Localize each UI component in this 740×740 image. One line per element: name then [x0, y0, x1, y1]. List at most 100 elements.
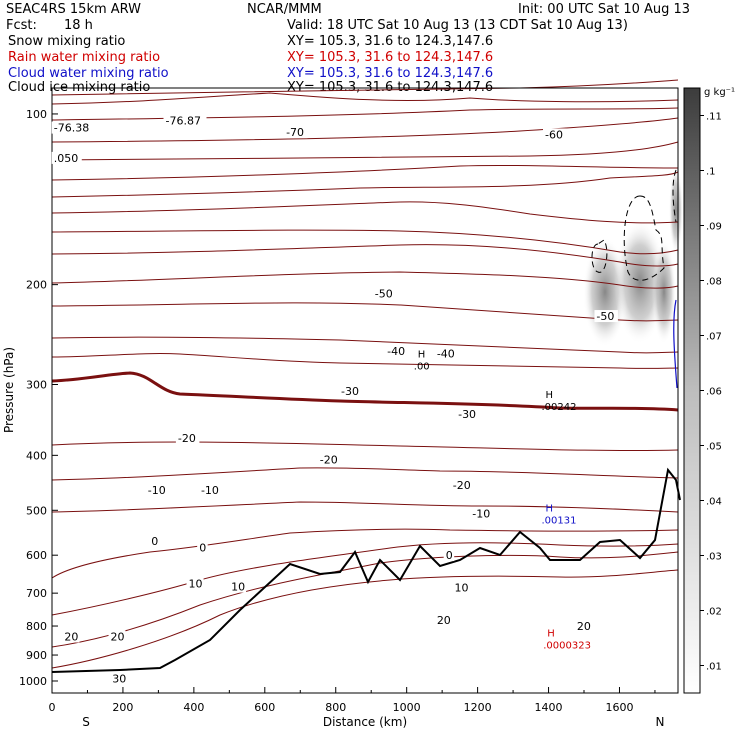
colorbar-tick-label: .01 — [706, 662, 722, 673]
x-tick-label: 1400 — [535, 701, 563, 714]
isotherm-label: 10 — [455, 581, 469, 594]
isotherm-label: -20 — [178, 432, 196, 445]
x-tick-label: 1000 — [393, 701, 421, 714]
colorbar-tick-label: .08 — [706, 277, 722, 288]
isotherm-label: -40 — [437, 348, 455, 361]
isotherm-label: -10 — [148, 484, 166, 497]
isotherm-label-bg — [284, 126, 308, 139]
field-xy-snow: XY= 105.3, 31.6 to 124.3,147.6 — [287, 34, 494, 49]
isotherm-label-bg — [110, 672, 128, 685]
y-tick-label: 400 — [26, 449, 47, 462]
x-tick-label: 0 — [49, 701, 56, 714]
isotherm-label-bg — [108, 630, 126, 643]
isotherm-label-bg — [62, 630, 80, 643]
isotherm-label-bg — [434, 613, 452, 626]
isotherm-labels: -76.38 .050 -76.87 -70 -60 -50 -50 -40 -40 -30 -30… — [51, 114, 618, 685]
colorbar-tick-label: .05 — [706, 442, 722, 453]
colorbar-tick-label: .04 — [706, 497, 722, 508]
plot-frame — [51, 87, 679, 694]
y-tick-label: 500 — [26, 504, 47, 517]
y-axis-ticks: 100 200 300 400 500 600 700 800 900 1000 — [19, 108, 58, 688]
isotherm-label-bg — [470, 507, 494, 520]
isotherm-label: 10 — [231, 581, 245, 594]
colorbar-tick-label: .09 — [706, 222, 722, 233]
end-label-right: N — [656, 715, 665, 729]
field-xy-rain: XY= 105.3, 31.6 to 124.3,147.6 — [287, 50, 494, 65]
isotherm-label-bg — [145, 483, 170, 496]
isotherm-label: 20 — [437, 614, 451, 627]
colorbar-tick-label: .07 — [706, 332, 722, 343]
extremum-value: .00242 — [541, 402, 576, 413]
x-axis-label: Distance (km) — [323, 715, 407, 729]
isotherm-label-bg — [450, 479, 475, 492]
field-label-snow: Snow mixing ratio — [8, 34, 126, 49]
y-tick-label: 600 — [26, 549, 47, 562]
isotherm-label: -30 — [341, 385, 359, 398]
x-tick-label: 400 — [183, 701, 204, 714]
isotherm-label: 0 — [199, 542, 206, 555]
isotherm-label: 20 — [111, 631, 125, 644]
isotherm-label-bg — [149, 534, 160, 547]
isotherm-label: -50 — [375, 288, 393, 301]
extremum-mark: H — [418, 349, 426, 360]
isotherm-label: -76.38 — [54, 122, 89, 135]
isotherm-label: 20 — [64, 631, 78, 644]
isotherm-label-bg — [385, 344, 409, 357]
isotherm-label-bg — [434, 347, 459, 360]
x-axis-ticks: 0 200 400 600 800 1000 1200 1400 1600 — [49, 687, 656, 714]
y-axis-label: Pressure (hPa) — [2, 347, 16, 433]
forecast-hours: 18 h — [64, 18, 93, 33]
isotherm-label: .050 — [54, 152, 79, 165]
y-tick-label: 200 — [26, 279, 47, 292]
center-title: NCAR/MMM — [247, 2, 322, 17]
isotherm-label-bg — [186, 577, 204, 590]
isotherm-label: -30 — [458, 408, 476, 421]
x-tick-label: 200 — [112, 701, 133, 714]
colorbar-tick-label: .11 — [706, 112, 722, 123]
isotherm-label-bg — [443, 549, 455, 562]
end-label-left: S — [82, 715, 90, 729]
isotherm-label-bg — [175, 431, 200, 444]
x-tick-label: 1200 — [464, 701, 492, 714]
isotherm-label: -76.87 — [165, 115, 200, 128]
cloud-ice-contours — [591, 169, 677, 281]
zero-isotherm — [51, 371, 679, 412]
isotherm-label: 20 — [577, 620, 591, 633]
isotherm-label: 10 — [189, 577, 203, 590]
extremum-mark: H — [545, 390, 553, 401]
isotherm-label-bg — [51, 151, 82, 164]
isotherm-label-bg — [197, 541, 208, 554]
extremum-value: .00131 — [541, 516, 576, 527]
isotherm-label-bg — [198, 483, 223, 496]
forecast-label: Fcst: — [6, 18, 37, 33]
isotherm-label: 0 — [151, 535, 158, 548]
isotherm-label-bg — [229, 580, 247, 593]
colorbar-ticks: .01 .02 .03 .04 .05 .06 .07 .08 .09 .1 .11 — [700, 112, 722, 673]
field-label-rain: Rain water mixing ratio — [8, 50, 161, 65]
isotherm-label: 30 — [112, 672, 126, 685]
isotherm-label: -20 — [320, 454, 338, 467]
isotherm-label-bg — [594, 310, 618, 323]
extremum-mark: H — [547, 628, 555, 639]
y-tick-label: 100 — [26, 108, 47, 121]
isotherm-label-bg — [317, 453, 342, 466]
isotherm-label-bg — [339, 385, 363, 398]
field-label-cloud-water: Cloud water mixing ratio — [8, 66, 169, 81]
isotherm-label-bg — [51, 121, 95, 134]
isotherm-label: 0 — [446, 549, 453, 562]
y-tick-label: 800 — [26, 620, 47, 633]
extremum-value: .00 — [414, 361, 430, 372]
isotherm-label: -10 — [472, 508, 490, 521]
colorbar-unit: g kg⁻¹ — [704, 87, 735, 98]
isotherm-label: -20 — [453, 479, 471, 492]
x-tick-label: 800 — [325, 701, 346, 714]
x-tick-label: 600 — [254, 701, 275, 714]
colorbar-tick-label: .03 — [706, 552, 722, 563]
isotherm-label: -10 — [201, 484, 219, 497]
colorbar-tick-label: .1 — [706, 167, 716, 178]
terrain-line — [51, 467, 681, 673]
y-tick-label: 1000 — [19, 675, 47, 688]
isotherm-label-bg — [574, 620, 592, 633]
